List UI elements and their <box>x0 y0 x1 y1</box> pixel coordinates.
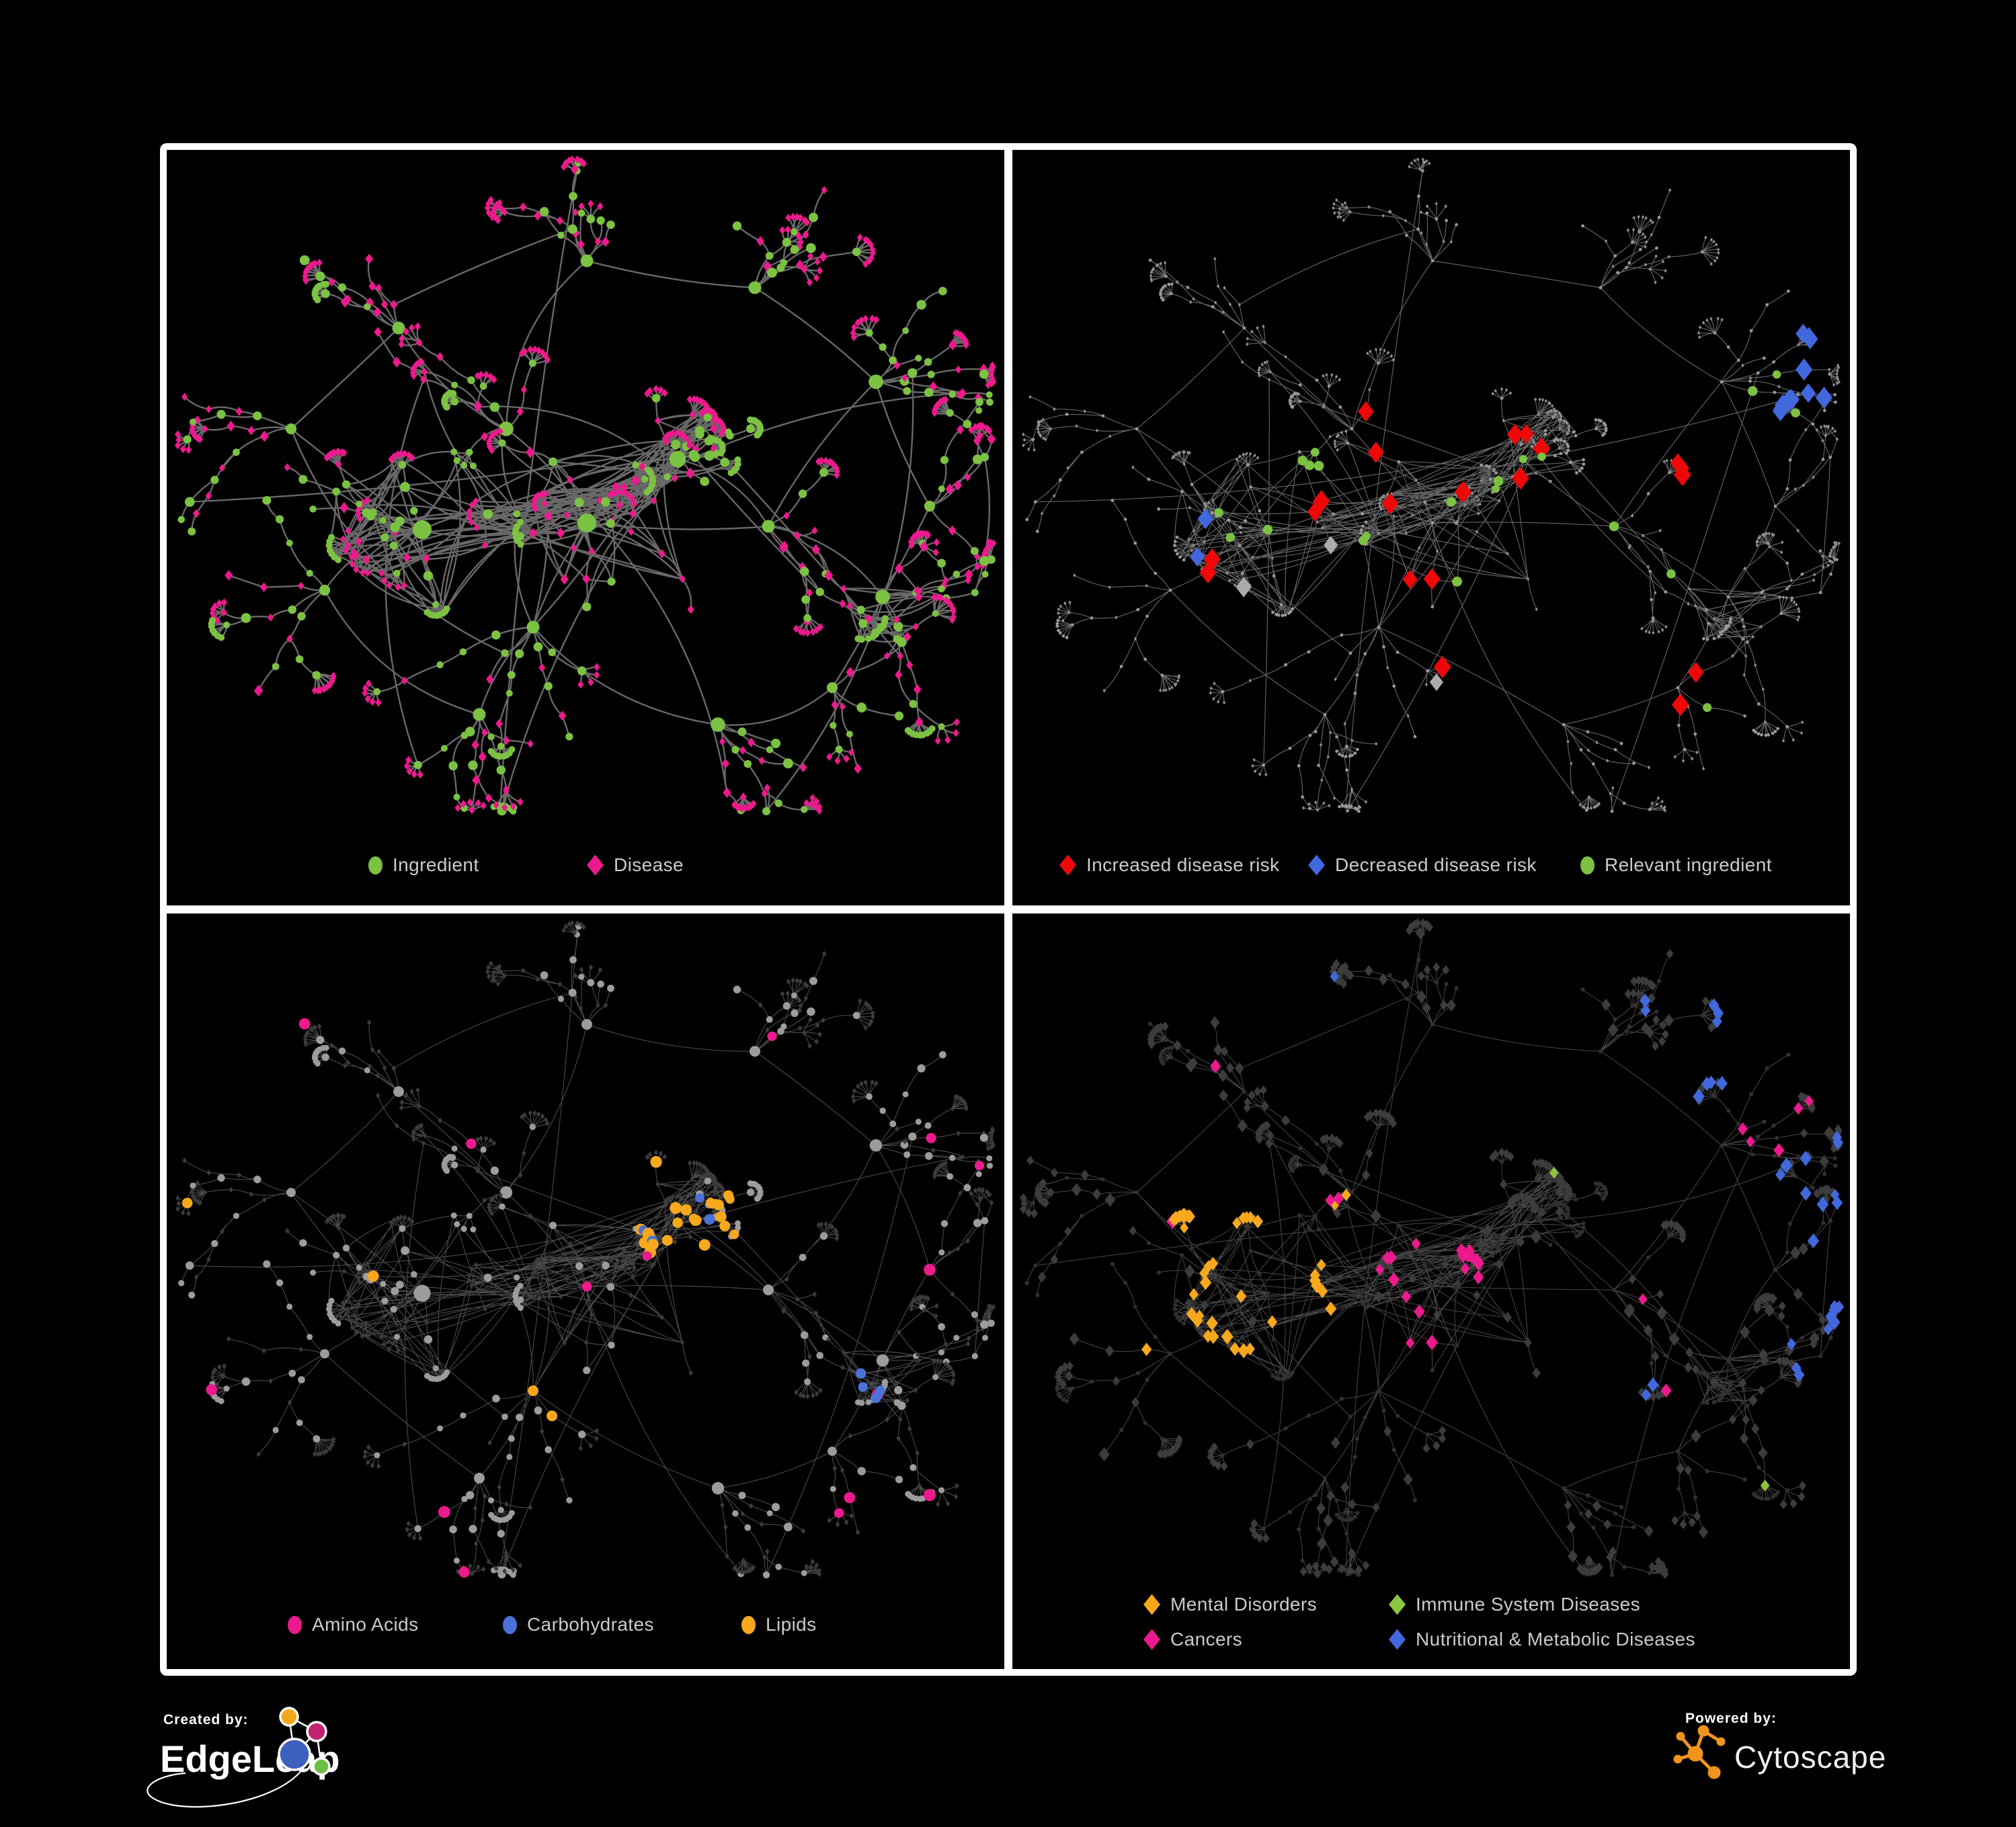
cytoscape-logo-icon <box>1673 1725 1726 1779</box>
nutritional-metabolic-diamond-icon <box>1389 1629 1406 1650</box>
increased-risk-diamond-icon <box>1059 854 1076 876</box>
legend-item-cancers: Cancers <box>1143 1629 1242 1650</box>
legend-label: Cancers <box>1170 1629 1243 1650</box>
disease-risk-network-canvas <box>1022 157 1841 813</box>
relevant-ingredient-circle-icon <box>1580 856 1595 875</box>
legend-item-ingredient: Ingredient <box>368 854 479 876</box>
carbohydrates-circle-icon <box>503 1615 517 1634</box>
edgeleap-brand-text: EdgeLeap <box>160 1738 340 1780</box>
mental-disorders-diamond-icon <box>1143 1594 1160 1615</box>
ingredient-circle-icon <box>368 856 382 875</box>
legend-label: Disease <box>614 854 684 875</box>
legend-label: Lipids <box>766 1614 817 1635</box>
legend-item-increased-risk: Increased disease risk <box>1059 854 1279 876</box>
legend-label: Immune System Diseases <box>1416 1594 1641 1615</box>
four-panel-frame: Ingredient Disease Increased disease ris… <box>160 143 1857 1676</box>
legend-label: Nutritional & Metabolic Diseases <box>1416 1629 1695 1650</box>
powered-by-label: Powered by: <box>1685 1711 1777 1726</box>
legend-label: Carbohydrates <box>527 1614 654 1635</box>
ingredient-disease-network-canvas <box>174 155 997 816</box>
lipids-circle-icon <box>741 1615 756 1634</box>
legend-item-carbohydrates: Carbohydrates <box>503 1614 654 1635</box>
amino-acids-circle-icon <box>288 1615 302 1634</box>
legend-label: Mental Disorders <box>1170 1594 1318 1615</box>
panel-disease-risk: Increased disease risk Decreased disease… <box>1012 150 1850 905</box>
legend-label: Amino Acids <box>312 1614 419 1635</box>
panel-disease-classes: Mental Disorders Immune System Diseases … <box>1012 914 1850 1669</box>
legend-item-lipids: Lipids <box>741 1614 817 1635</box>
legend-label: Decreased disease risk <box>1335 854 1537 875</box>
cytoscape-brand-text: Cytoscape <box>1734 1740 1886 1775</box>
legend-item-nutritional-metabolic: Nutritional & Metabolic Diseases <box>1389 1629 1695 1650</box>
edgeleap-credit: Created by: EdgeLeap <box>147 1707 340 1808</box>
legend-item-disease: Disease <box>587 854 684 876</box>
cancers-diamond-icon <box>1143 1629 1160 1650</box>
decreased-risk-diamond-icon <box>1308 854 1325 876</box>
legend-item-amino-acids: Amino Acids <box>288 1614 418 1635</box>
legend-item-relevant-ingredient: Relevant ingredient <box>1580 854 1772 876</box>
disease-diamond-icon <box>587 854 604 876</box>
legend-item-mental-disorders: Mental Disorders <box>1143 1594 1317 1615</box>
legend-label: Relevant ingredient <box>1605 854 1772 875</box>
legend-label: Increased disease risk <box>1086 854 1280 875</box>
cytoscape-credit: Powered by: Cytoscape <box>1673 1711 1886 1779</box>
immune-diseases-diamond-icon <box>1389 1594 1406 1615</box>
legend-item-immune-diseases: Immune System Diseases <box>1389 1594 1640 1615</box>
created-by-label: Created by: <box>163 1712 249 1728</box>
edgeleap-logo-icon <box>147 1707 331 1808</box>
legend-item-decreased-risk: Decreased disease risk <box>1308 854 1537 876</box>
panel-nutrient-classes: Amino Acids Carbohydrates Lipids <box>167 914 1004 1669</box>
panel-ingredient-disease: Ingredient Disease <box>167 150 1004 905</box>
nutrient-class-network-canvas <box>175 920 996 1579</box>
legend-label: Ingredient <box>393 854 479 875</box>
disease-class-network-canvas <box>1019 918 1845 1580</box>
